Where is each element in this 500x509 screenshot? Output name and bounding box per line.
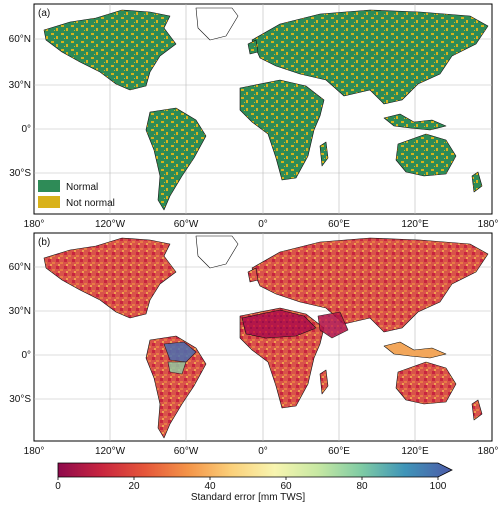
lat-tick-30n-b: 30°N xyxy=(9,306,31,317)
africa-a xyxy=(239,79,325,181)
lon-tick-180w-a: 180° xyxy=(24,219,45,230)
legend-swatch-not-normal xyxy=(38,196,60,208)
greenland-a xyxy=(195,7,239,41)
uk-b xyxy=(247,267,259,283)
lon-tick-120e-b: 120°E xyxy=(401,446,429,457)
lon-tick-60w-a: 60°W xyxy=(174,219,199,230)
new-zealand-a xyxy=(471,171,483,193)
north-america-b xyxy=(43,237,177,319)
madagascar-a xyxy=(319,141,329,167)
lat-tick-30s-a: 30°S xyxy=(9,168,31,179)
lat-tick-30n-a: 30°N xyxy=(9,80,31,91)
lon-tick-120e-a: 120°E xyxy=(401,219,429,230)
lon-tick-60w-b: 60°W xyxy=(174,446,199,457)
indonesia-a xyxy=(383,113,447,131)
lon-tick-60e-b: 60°E xyxy=(328,446,350,457)
panel-a-label: (a) xyxy=(38,8,50,19)
uk-a xyxy=(247,39,259,55)
madagascar-b xyxy=(319,369,329,395)
legend-label-not-normal: Not normal xyxy=(66,198,115,209)
colorbar-tick-label: 20 xyxy=(128,481,140,492)
north-america-a xyxy=(43,9,177,91)
panel-b-lon-labels: 180° 120°W 60°W 0° 60°E 120°E 180° xyxy=(24,446,499,457)
panel-b-lat-labels: 60°N 30°N 0° 30°S xyxy=(9,262,32,405)
colorbar-tick-label: 0 xyxy=(55,481,61,492)
lon-tick-0-b: 0° xyxy=(258,446,268,457)
colorbar-tick-label: 60 xyxy=(280,481,292,492)
lat-tick-30s-b: 30°S xyxy=(9,394,31,405)
australia-a xyxy=(395,133,457,177)
arabia-b xyxy=(317,311,349,339)
legend-swatch-normal xyxy=(38,180,60,192)
colorbar-label: Standard error [mm TWS] xyxy=(191,492,306,503)
lon-tick-180e-a: 180° xyxy=(478,219,499,230)
lat-tick-0-b: 0° xyxy=(21,350,31,361)
new-zealand-b xyxy=(471,399,483,421)
panel-b-land xyxy=(43,235,489,439)
south-america-b xyxy=(145,335,207,439)
amazon-high-error-b xyxy=(163,341,197,363)
colorbar: 0 20 40 60 80 100 Standard error [mm TWS] xyxy=(55,462,453,503)
lon-tick-180e-b: 180° xyxy=(478,446,499,457)
colorbar-ticks: 0 20 40 60 80 100 xyxy=(55,477,447,492)
legend-label-normal: Normal xyxy=(66,182,98,193)
lat-tick-0-a: 0° xyxy=(21,124,31,135)
greenland-b xyxy=(195,235,239,269)
amazon-mid-error-b xyxy=(167,361,187,375)
lon-tick-120w-b: 120°W xyxy=(95,446,126,457)
lon-tick-60e-a: 60°E xyxy=(328,219,350,230)
eurasia-a xyxy=(251,9,489,105)
eurasia-b xyxy=(251,237,489,333)
panel-b-label: (b) xyxy=(38,237,50,248)
lon-tick-120w-a: 120°W xyxy=(95,219,126,230)
panel-a: (a) Normal Not normal 60°N 30°N 0° 30°S … xyxy=(9,3,499,230)
australia-b xyxy=(395,361,457,405)
panel-a-land xyxy=(43,7,489,211)
panel-a-lat-labels: 60°N 30°N 0° 30°S xyxy=(9,34,32,179)
colorbar-bar xyxy=(57,462,453,478)
panel-b: (b) 60°N 30°N 0° 30°S 180° 120°W 60°W 0°… xyxy=(9,232,499,457)
lon-tick-180w-b: 180° xyxy=(24,446,45,457)
lat-tick-60n-a: 60°N xyxy=(9,34,31,45)
panel-a-lon-labels: 180° 120°W 60°W 0° 60°E 120°E 180° xyxy=(24,219,499,230)
lat-tick-60n-b: 60°N xyxy=(9,262,31,273)
indonesia-b xyxy=(383,341,447,359)
colorbar-tick-label: 100 xyxy=(430,481,447,492)
colorbar-tick-label: 40 xyxy=(204,481,216,492)
colorbar-tick-label: 80 xyxy=(356,481,368,492)
panel-a-legend: Normal Not normal xyxy=(38,180,115,209)
south-america-a xyxy=(145,107,207,211)
lon-tick-0-a: 0° xyxy=(258,219,268,230)
sahara-b xyxy=(241,309,317,339)
